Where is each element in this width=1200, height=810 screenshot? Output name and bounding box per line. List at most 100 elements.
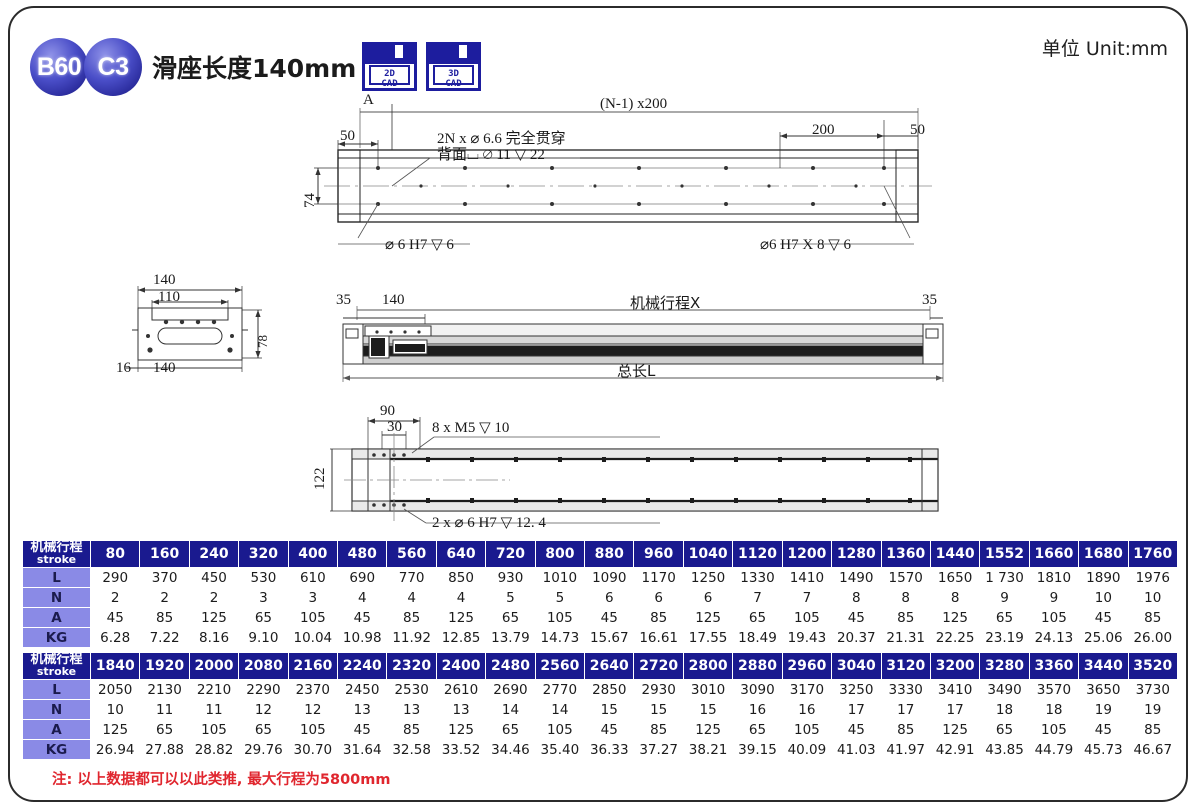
cad-download-group: 2D CAD 3D CAD — [362, 42, 481, 91]
cell: 15 — [584, 699, 635, 720]
cross-section-svg — [126, 286, 262, 372]
bottom-view-dim-90: 90 — [380, 403, 395, 419]
cell: 1680 — [1078, 540, 1129, 568]
cell: 7 — [781, 587, 833, 608]
table-row: KG 26.94 27.88 28.82 29.76 30.70 31.64 3… — [22, 739, 1179, 760]
side-view-dim-35-left: 35 — [336, 292, 351, 308]
cell: 8 — [880, 587, 931, 608]
cell: 15 — [633, 699, 684, 720]
cell: 2240 — [337, 652, 388, 680]
cell: 105 — [1028, 719, 1080, 740]
cell: 3440 — [1078, 652, 1129, 680]
spec-table-block1: 机械行程 stroke 80 160 240 320 400 480 560 6… — [22, 540, 1179, 648]
row-label: KG — [22, 739, 91, 760]
cell: 45 — [1078, 607, 1129, 628]
cell: 8 — [929, 587, 981, 608]
cell: 85 — [386, 607, 437, 628]
row-label: N — [22, 699, 91, 720]
header: B60 C3 滑座长度140mm — [30, 38, 356, 96]
cell: 2640 — [584, 652, 635, 680]
table-row: N 10 11 11 12 12 13 13 13 14 14 15 15 15… — [22, 699, 1179, 720]
cell: 125 — [682, 719, 734, 740]
cell: 2370 — [287, 679, 339, 700]
cell: 3410 — [929, 679, 981, 700]
cell: 17 — [929, 699, 981, 720]
cell: 85 — [1127, 607, 1179, 628]
top-view-dim-span: (N-1) x200 — [600, 96, 668, 112]
cell: 45 — [831, 719, 882, 740]
cell: 480 — [337, 540, 388, 568]
cell: 10 — [1127, 587, 1179, 608]
cell: 40.09 — [781, 739, 833, 760]
spec-table-block2: 机械行程 stroke 1840 1920 2000 2080 2160 224… — [22, 652, 1179, 760]
cell: 3090 — [732, 679, 783, 700]
cell: 3520 — [1127, 652, 1179, 680]
unit-label: 单位 Unit:mm — [1041, 38, 1168, 60]
cell: 610 — [287, 567, 339, 588]
cell: 3330 — [880, 679, 931, 700]
cell: 160 — [139, 540, 190, 568]
cell: 15.67 — [584, 627, 635, 648]
cell: 65 — [485, 719, 536, 740]
side-view-dim-35-right: 35 — [922, 292, 937, 308]
cell: 85 — [633, 607, 684, 628]
cell: 2690 — [485, 679, 536, 700]
cell: 85 — [880, 607, 931, 628]
stroke-header-cn: 机械行程 — [30, 540, 83, 555]
cell: 640 — [435, 540, 487, 568]
cell: 65 — [485, 607, 536, 628]
cell: 13 — [435, 699, 487, 720]
cell: 2930 — [633, 679, 684, 700]
cell: 17 — [831, 699, 882, 720]
cad-3d-label: 3D CAD — [433, 65, 474, 89]
cell: 2080 — [238, 652, 289, 680]
bottom-view-dim-30: 30 — [387, 419, 402, 435]
cell: 10 — [89, 699, 141, 720]
cell: 45 — [1078, 719, 1129, 740]
cell: 19 — [1078, 699, 1129, 720]
floppy-top-2d — [365, 45, 414, 64]
row-label: KG — [22, 627, 91, 648]
cell: 2480 — [485, 652, 536, 680]
cell: 3360 — [1028, 652, 1080, 680]
cell: 560 — [386, 540, 437, 568]
cell: 14 — [485, 699, 536, 720]
cell: 46.67 — [1127, 739, 1179, 760]
cell: 45 — [831, 607, 882, 628]
cell: 1660 — [1028, 540, 1080, 568]
cell: 1330 — [732, 567, 783, 588]
cell: 17.55 — [682, 627, 734, 648]
cell: 11 — [139, 699, 190, 720]
cell: 9 — [1028, 587, 1080, 608]
cell: 320 — [238, 540, 289, 568]
cad-3d-icon[interactable]: 3D CAD — [426, 42, 481, 91]
cell: 16 — [781, 699, 833, 720]
cell: 1650 — [929, 567, 981, 588]
cell: 3650 — [1078, 679, 1129, 700]
cad-2d-icon[interactable]: 2D CAD — [362, 42, 417, 91]
cell: 3570 — [1028, 679, 1080, 700]
cell: 14.73 — [534, 627, 586, 648]
cell: 3170 — [781, 679, 833, 700]
cell: 65 — [732, 607, 783, 628]
cell: 690 — [337, 567, 388, 588]
cell: 1410 — [781, 567, 833, 588]
floppy-notch-3d — [457, 45, 469, 60]
cell: 240 — [188, 540, 240, 568]
cell: 1552 — [979, 540, 1030, 568]
top-view-note-right-hole: ⌀6 H7 X 8 ▽ 6 — [760, 237, 851, 253]
cell: 80 — [89, 540, 141, 568]
cell: 39.15 — [732, 739, 783, 760]
table-row: KG 6.28 7.22 8.16 9.10 10.04 10.98 11.92… — [22, 627, 1179, 648]
cell: 8 — [831, 587, 882, 608]
section-dim-140-bottom: 140 — [153, 360, 176, 376]
cell: 1440 — [929, 540, 981, 568]
cell: 800 — [534, 540, 586, 568]
cell: 26.00 — [1127, 627, 1179, 648]
table-row: L 2050 2130 2210 2290 2370 2450 2530 261… — [22, 679, 1179, 700]
section-dim-16: 16 — [116, 360, 131, 376]
cell: 960 — [633, 540, 684, 568]
cell: 1490 — [831, 567, 882, 588]
stroke-header-en-2: stroke — [36, 665, 77, 678]
cell: 18 — [1028, 699, 1080, 720]
